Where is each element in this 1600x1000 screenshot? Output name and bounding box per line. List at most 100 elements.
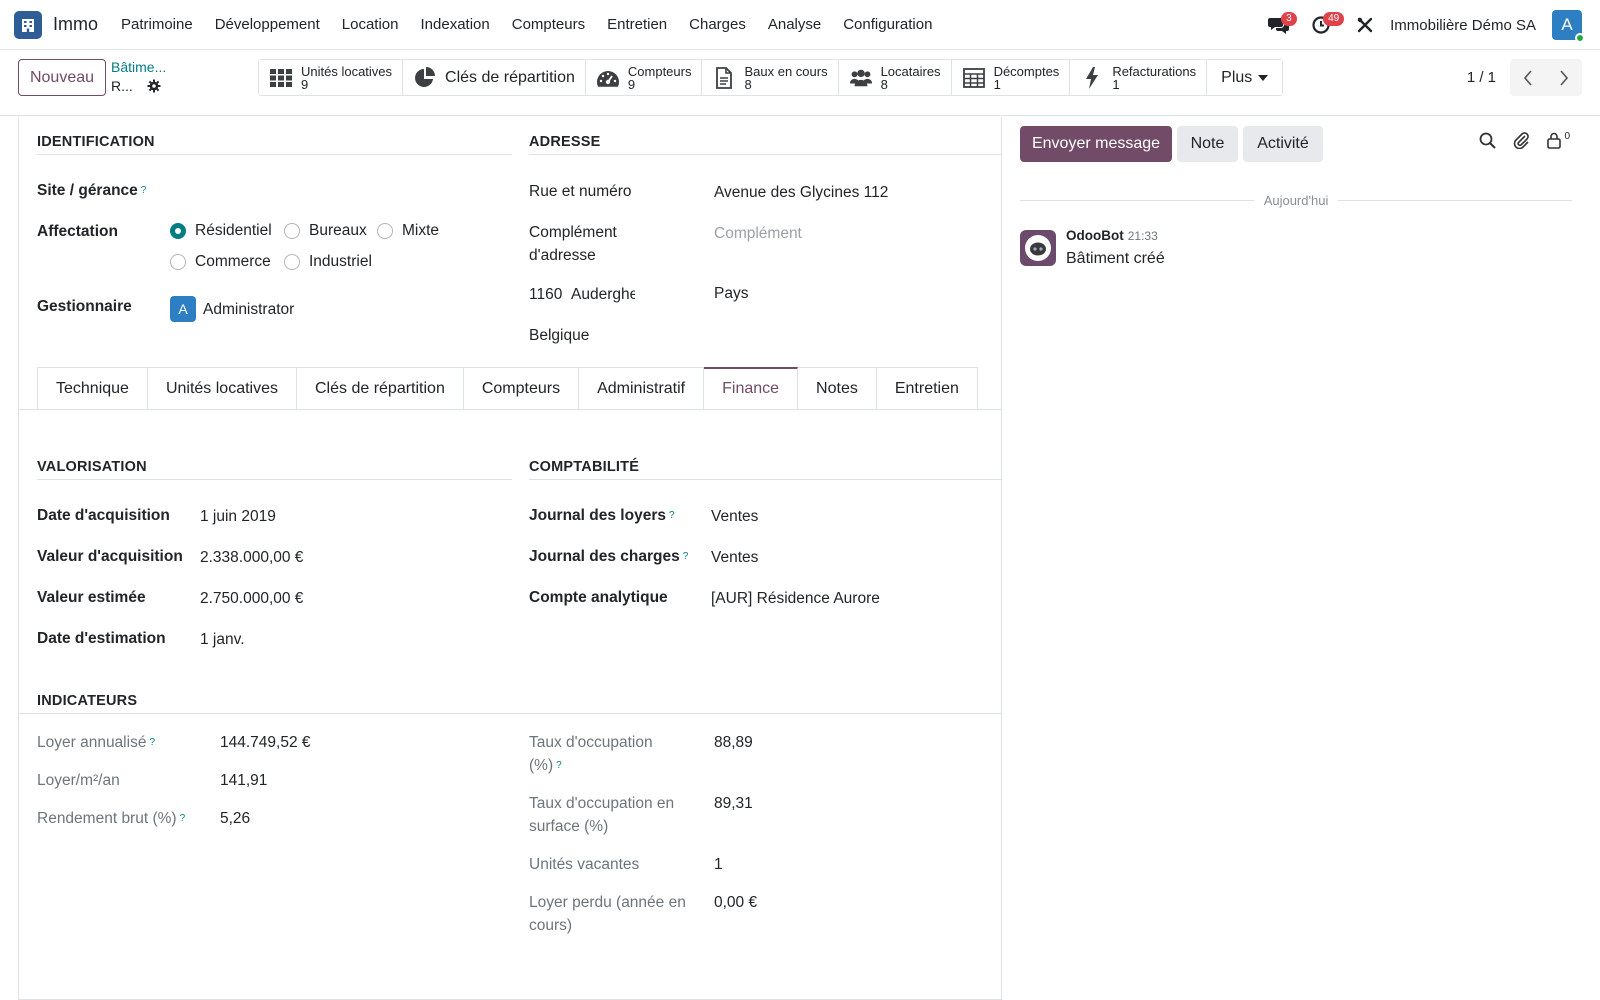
messages-button[interactable]: 3 (1264, 10, 1297, 40)
lock-person-icon (1547, 132, 1562, 149)
breadcrumb-parent-link[interactable]: Bâtime... (111, 59, 167, 75)
manager-value[interactable]: Administrator (203, 301, 295, 318)
help-icon[interactable]: ? (668, 510, 675, 521)
complement-input[interactable]: Complément (714, 225, 802, 242)
street-input[interactable]: Avenue des Glycines 112 (714, 184, 889, 201)
notebook-tabs: Technique Unités locatives Clés de répar… (37, 367, 978, 410)
occupancy-rate-label-l2: (%) (529, 757, 554, 774)
menu-location[interactable]: Location (341, 16, 399, 33)
charges-journal-label-text: Journal des charges (529, 548, 680, 565)
debug-tools-button[interactable] (1350, 10, 1380, 40)
message-author-name: OdooBot (1066, 228, 1124, 243)
smart-button-refacturations[interactable]: Refacturations 1 (1070, 60, 1208, 95)
smart-button-label: Unités locatives (301, 63, 393, 79)
help-icon[interactable]: ? (179, 813, 186, 824)
city-input[interactable]: Auderghem (571, 286, 635, 303)
date-separator-label: Aujourd'hui (1263, 193, 1329, 208)
help-icon[interactable]: ? (682, 551, 689, 562)
menu-compteurs[interactable]: Compteurs (511, 16, 586, 33)
form-sheet: IDENTIFICATION Site / gérance? Affectati… (18, 117, 1003, 1000)
tab-compteurs[interactable]: Compteurs (463, 367, 580, 410)
radio-commerce[interactable]: Commerce (170, 253, 271, 271)
tab-administratif[interactable]: Administratif (579, 367, 705, 410)
log-note-button[interactable]: Note (1177, 126, 1238, 162)
building-app-icon[interactable] (14, 10, 42, 39)
tab-unites-locatives[interactable]: Unités locatives (147, 367, 297, 410)
lost-rent-label: Loyer perdu (année en cours) (529, 891, 704, 937)
country-input[interactable]: Belgique (529, 327, 590, 344)
smart-button-unites-locatives[interactable]: Unités locatives 9 (259, 60, 404, 95)
radio-button[interactable] (377, 223, 393, 239)
chatter-tools: 0 (1479, 131, 1570, 149)
tab-cles-repartition[interactable]: Clés de répartition (297, 367, 464, 410)
search-icon[interactable] (1479, 132, 1497, 149)
radio-button[interactable] (284, 223, 300, 239)
pager-next-button[interactable] (1546, 59, 1582, 96)
smart-button-compteurs[interactable]: Compteurs 9 (585, 60, 703, 95)
charges-journal-value[interactable]: Ventes (711, 549, 759, 566)
activities-button[interactable]: 49 (1306, 10, 1345, 40)
pager-value[interactable]: 1 / 1 (1466, 69, 1496, 86)
smart-button-label: Locataires (880, 63, 941, 79)
chatter-panel: Envoyer message Note Activité 0 Aujourd'… (1002, 117, 1600, 1000)
menu-patrimoine[interactable]: Patrimoine (121, 16, 193, 33)
radio-label: Industriel (309, 253, 372, 270)
menu-analyse[interactable]: Analyse (767, 16, 822, 33)
gear-icon[interactable] (147, 79, 161, 93)
zip-input[interactable]: 1160 (529, 286, 563, 303)
radio-bureaux[interactable]: Bureaux (284, 222, 367, 240)
menu-charges[interactable]: Charges (689, 16, 746, 33)
radio-industriel[interactable]: Industriel (284, 253, 372, 271)
tab-notes[interactable]: Notes (798, 367, 877, 410)
new-button[interactable]: Nouveau (18, 59, 106, 96)
smart-button-label: Clés de répartition (445, 68, 575, 86)
followers-count: 0 (1564, 131, 1570, 142)
pager-previous-button[interactable] (1510, 59, 1546, 96)
help-icon[interactable]: ? (149, 737, 156, 748)
radio-button[interactable] (284, 254, 300, 270)
document-icon (712, 66, 736, 89)
message-author: OdooBot 21:33 (1066, 228, 1158, 243)
company-switcher[interactable]: Immobilière Démo SA (1390, 16, 1536, 34)
estimated-value-value[interactable]: 2.750.000,00 € (200, 590, 304, 607)
odoobot-avatar (1020, 230, 1056, 266)
followers-button[interactable]: 0 (1546, 131, 1570, 149)
acquisition-date-value[interactable]: 1 juin 2019 (200, 508, 276, 525)
radio-button[interactable] (170, 254, 186, 270)
menu-indexation[interactable]: Indexation (420, 16, 490, 33)
tab-finance[interactable]: Finance (704, 367, 799, 410)
smart-button-decomptes[interactable]: Décomptes 1 (951, 60, 1071, 95)
section-title-valorisation: VALORISATION (37, 459, 147, 475)
send-message-button[interactable]: Envoyer message (1020, 126, 1172, 162)
acquisition-value-value[interactable]: 2.338.000,00 € (200, 549, 304, 566)
tab-entretien[interactable]: Entretien (876, 367, 978, 410)
rent-journal-value[interactable]: Ventes (711, 508, 759, 525)
estimated-value-label: Valeur estimée (37, 589, 146, 606)
smart-button-label: Baux en cours (744, 63, 828, 79)
paperclip-icon[interactable] (1512, 131, 1530, 149)
activity-button[interactable]: Activité (1243, 126, 1323, 162)
app-name[interactable]: Immo (53, 14, 98, 34)
menu-developpement[interactable]: Développement (214, 16, 320, 33)
section-title-indicateurs: INDICATEURS (37, 693, 138, 709)
tab-technique[interactable]: Technique (38, 367, 148, 410)
lost-rent-value: 0,00 € (714, 894, 758, 911)
analytic-account-value[interactable]: [AUR] Résidence Aurore (711, 590, 880, 607)
smart-button-locataires[interactable]: Locataires 8 (838, 60, 952, 95)
grid-icon (269, 67, 293, 89)
smart-button-label: Compteurs (627, 63, 692, 79)
radio-residentiel[interactable]: Résidentiel (170, 222, 272, 240)
menu-configuration[interactable]: Configuration (843, 16, 933, 33)
section-divider (37, 479, 512, 480)
occupancy-rate-label-l1: Taux d'occupation (529, 734, 653, 751)
radio-mixte[interactable]: Mixte (377, 222, 439, 240)
more-smart-buttons-dropdown[interactable]: Plus (1207, 60, 1283, 95)
help-icon[interactable]: ? (140, 185, 147, 196)
help-icon[interactable]: ? (556, 760, 562, 771)
estimation-date-value[interactable]: 1 janv. (200, 631, 245, 648)
radio-button-checked[interactable] (170, 223, 186, 239)
smart-button-baux-en-cours[interactable]: Baux en cours 8 (702, 60, 839, 95)
user-avatar[interactable]: A (1552, 10, 1585, 43)
smart-button-cles-repartition[interactable]: Clés de répartition (403, 60, 586, 95)
menu-entretien[interactable]: Entretien (607, 16, 668, 33)
